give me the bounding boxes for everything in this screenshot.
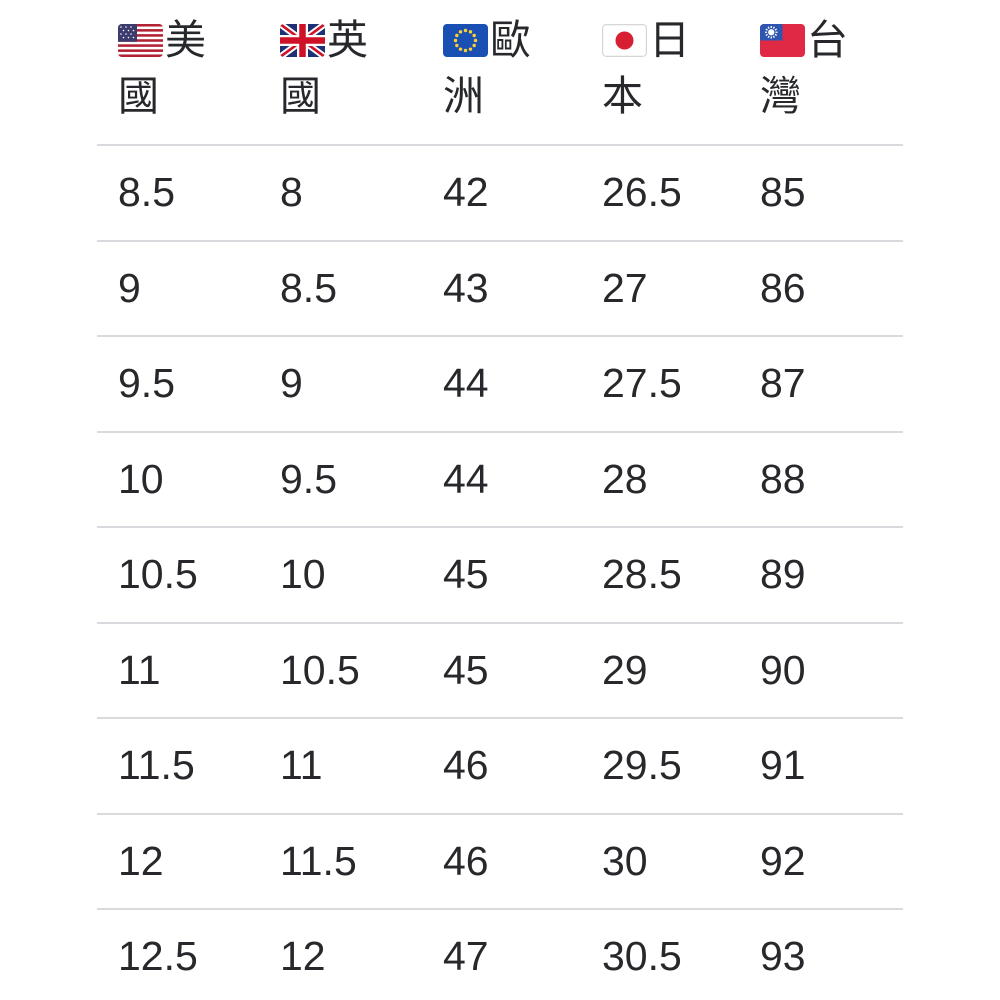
cell-tw: 88 (760, 455, 806, 502)
table-row: 11 10.5 45 29 90 (97, 621, 903, 718)
cell-jp: 30.5 (602, 933, 682, 980)
cell-tw: 91 (760, 742, 806, 789)
column-header-label: 美國 (118, 17, 206, 119)
table-row: 12.5 12 47 30.5 93 (97, 908, 903, 1000)
column-header-tw-content: 台灣 (760, 12, 880, 124)
cell-jp: 29.5 (602, 742, 682, 789)
table-row: 9.5 9 44 27.5 87 (97, 335, 903, 431)
cell-uk: 9.5 (280, 455, 337, 502)
column-header-jp-content: 日本 (602, 12, 722, 124)
us-flag-icon (118, 24, 163, 57)
cell-uk: 8.5 (280, 264, 337, 311)
cell-jp: 30 (602, 837, 648, 884)
cell-eu: 45 (443, 551, 489, 598)
cell-uk: 9 (280, 360, 303, 407)
cell-us: 10 (118, 455, 164, 502)
column-header-jp: 日本 (581, 0, 739, 144)
table-row: 11.5 11 46 29.5 91 (97, 717, 903, 813)
column-header-uk-content: 英國 (280, 12, 400, 124)
table-header-row: 美國 英國 歐洲 日本 台灣 (97, 0, 903, 144)
table-row: 10.5 10 45 28.5 89 (97, 526, 903, 622)
table-row: 10 9.5 44 28 88 (97, 430, 903, 527)
cell-us: 10.5 (118, 551, 198, 598)
tw-flag-icon (760, 24, 805, 57)
cell-tw: 93 (760, 933, 806, 980)
cell-jp: 27.5 (602, 360, 682, 407)
cell-uk: 11 (280, 742, 323, 789)
cell-us: 9 (118, 264, 141, 311)
eu-flag-icon (443, 24, 488, 57)
cell-us: 12 (118, 837, 164, 884)
cell-us: 12.5 (118, 933, 198, 980)
jp-flag-icon (602, 24, 647, 57)
cell-uk: 10 (280, 551, 326, 598)
cell-tw: 87 (760, 360, 806, 407)
uk-flag-icon (280, 24, 325, 57)
cell-jp: 26.5 (602, 169, 682, 216)
column-header-uk: 英國 (259, 0, 422, 144)
cell-jp: 28 (602, 455, 648, 502)
cell-us: 8.5 (118, 169, 175, 216)
cell-jp: 29 (602, 646, 648, 693)
column-header-label: 日本 (602, 17, 690, 119)
table-row: 8.5 8 42 26.5 85 (97, 144, 903, 240)
cell-tw: 90 (760, 646, 806, 693)
cell-us: 9.5 (118, 360, 175, 407)
cell-eu: 46 (443, 742, 489, 789)
table-row: 12 11.5 46 30 92 (97, 812, 903, 909)
column-header-label: 台灣 (760, 17, 848, 119)
column-header-label: 歐洲 (443, 17, 531, 119)
cell-uk: 8 (280, 169, 303, 216)
cell-uk: 12 (280, 933, 326, 980)
cell-eu: 43 (443, 264, 489, 311)
cell-eu: 47 (443, 933, 489, 980)
cell-us: 11.5 (118, 742, 195, 789)
cell-uk: 10.5 (280, 646, 360, 693)
cell-eu: 44 (443, 455, 489, 502)
column-header-us-content: 美國 (118, 12, 238, 124)
cell-tw: 89 (760, 551, 806, 598)
column-header-label: 英國 (280, 17, 368, 119)
column-header-eu-content: 歐洲 (443, 12, 563, 124)
cell-jp: 28.5 (602, 551, 682, 598)
table-row: 9 8.5 43 27 86 (97, 239, 903, 336)
cell-tw: 92 (760, 837, 806, 884)
column-header-eu: 歐洲 (422, 0, 581, 144)
column-header-us: 美國 (97, 0, 259, 144)
cell-jp: 27 (602, 264, 648, 311)
cell-eu: 45 (443, 646, 489, 693)
shoe-size-conversion-table: 美國 英國 歐洲 日本 台灣 8.5 8 42 26.5 85 9 8.5 43… (97, 0, 903, 1000)
cell-us: 11 (118, 646, 161, 693)
cell-eu: 42 (443, 169, 489, 216)
cell-tw: 85 (760, 169, 806, 216)
cell-uk: 11.5 (280, 837, 357, 884)
cell-eu: 44 (443, 360, 489, 407)
column-header-tw: 台灣 (739, 0, 903, 144)
cell-tw: 86 (760, 264, 806, 311)
cell-eu: 46 (443, 837, 489, 884)
